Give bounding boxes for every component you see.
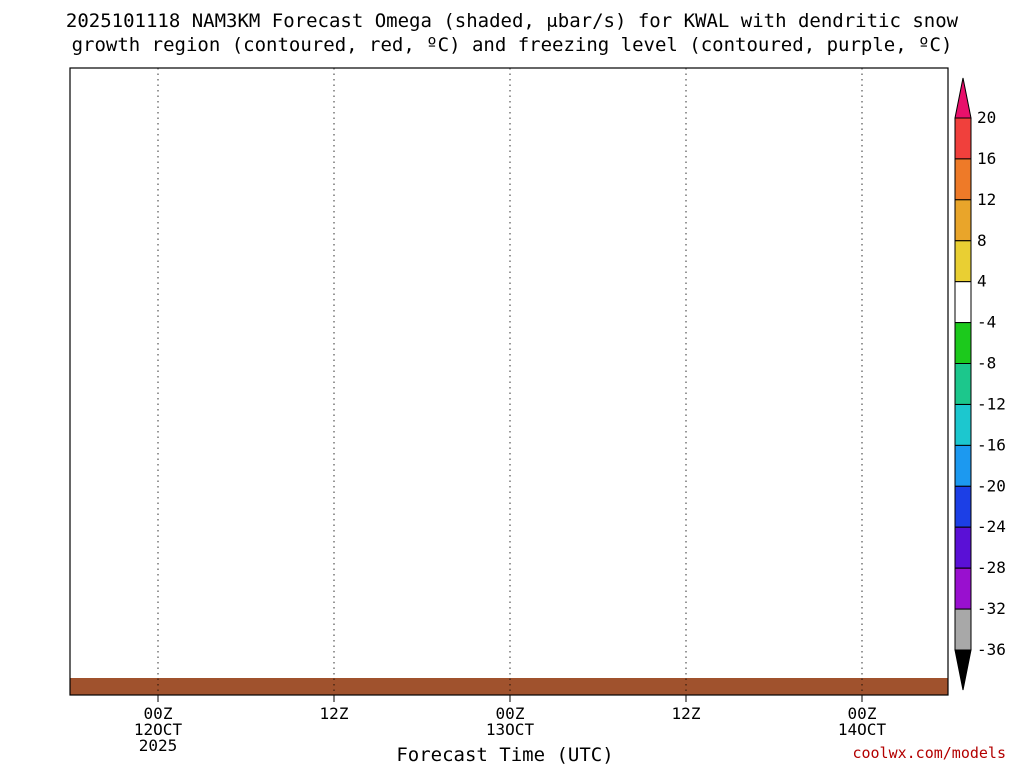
colorbar-swatch bbox=[954, 608, 972, 651]
colorbar: 20 16 12 8 4 -4 -8 -12 -16 -20 -24 -28 -32 -36 bbox=[954, 77, 1006, 691]
plot-frame bbox=[69, 67, 949, 696]
colorbar-swatch bbox=[954, 444, 972, 487]
colorbar-label: 4 bbox=[977, 272, 987, 291]
colorbar-label: -12 bbox=[977, 395, 1006, 414]
colorbar-label: -36 bbox=[977, 640, 1006, 659]
x-tick-label: 00Z bbox=[848, 704, 877, 723]
colorbar-swatch bbox=[954, 526, 972, 569]
colorbar-swatch bbox=[954, 199, 972, 242]
colorbar-swatch bbox=[954, 240, 972, 283]
colorbar-swatch bbox=[954, 567, 972, 610]
colorbar-label: -16 bbox=[977, 435, 1006, 454]
colorbar-label: -8 bbox=[977, 354, 996, 373]
colorbar-label: -32 bbox=[977, 599, 1006, 618]
x-tick-label: 2025 bbox=[139, 736, 178, 755]
colorbar-label: 8 bbox=[977, 231, 987, 250]
x-tick-label: 14OCT bbox=[838, 720, 887, 739]
x-tick-label: 12Z bbox=[320, 704, 349, 723]
x-tick-label: 00Z bbox=[496, 704, 525, 723]
colorbar-label: -20 bbox=[977, 476, 1006, 495]
colorbar-label: 16 bbox=[977, 149, 996, 168]
x-tick-label: 12OCT bbox=[134, 720, 183, 739]
colorbar-label: 20 bbox=[977, 108, 996, 127]
colorbar-label: -28 bbox=[977, 558, 1006, 577]
colorbar-swatch bbox=[954, 281, 972, 324]
colorbar-swatch bbox=[954, 404, 972, 446]
colorbar-swatch bbox=[954, 485, 972, 528]
colorbar-bottom-arrow bbox=[954, 649, 972, 691]
colorbar-label: 12 bbox=[977, 190, 996, 209]
colorbar-top-arrow bbox=[954, 77, 972, 119]
x-tick-label: 13OCT bbox=[486, 720, 535, 739]
chart-title-line-2: growth region (contoured, red, ºC) and f… bbox=[71, 34, 953, 56]
x-axis-label: Forecast Time (UTC) bbox=[396, 744, 614, 766]
colorbar-swatch bbox=[954, 363, 972, 405]
grid-lines bbox=[157, 68, 863, 695]
colorbar-label: -24 bbox=[977, 517, 1006, 536]
colorbar-swatch bbox=[954, 158, 972, 201]
colorbar-swatch bbox=[954, 322, 972, 365]
credit-text: coolwx.com/models bbox=[852, 744, 1006, 762]
ground-surface bbox=[70, 678, 948, 695]
chart-title-line-1: 2025101118 NAM3KM Forecast Omega (shaded… bbox=[65, 10, 959, 32]
colorbar-swatch bbox=[954, 117, 972, 160]
x-tick-label: 00Z bbox=[144, 704, 173, 723]
x-tick-label: 12Z bbox=[672, 704, 701, 723]
colorbar-label: -4 bbox=[977, 313, 996, 332]
